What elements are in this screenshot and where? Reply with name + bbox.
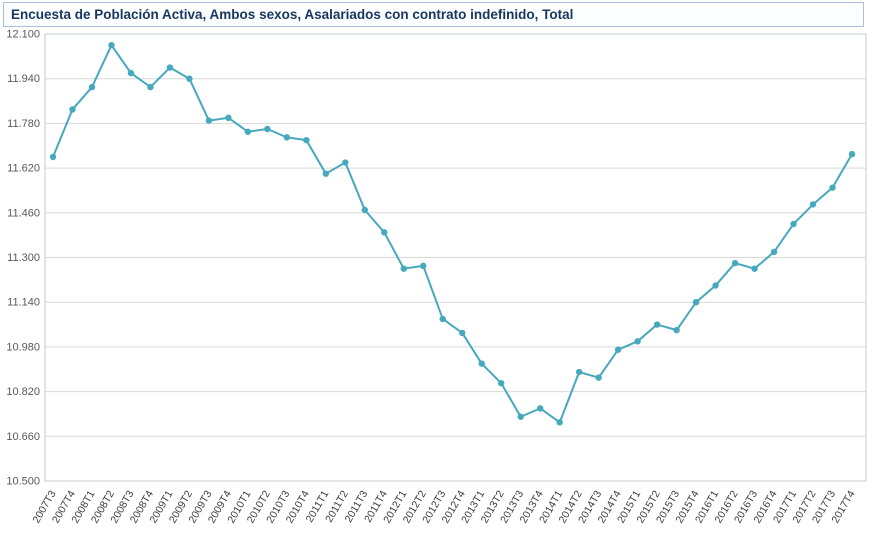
data-point-marker[interactable] xyxy=(400,265,407,272)
data-point-marker[interactable] xyxy=(556,419,563,426)
y-tick-label: 11.460 xyxy=(7,207,40,219)
data-point-marker[interactable] xyxy=(575,368,583,376)
data-point-marker[interactable] xyxy=(809,201,817,208)
data-point-marker[interactable] xyxy=(381,229,388,236)
data-point-marker[interactable] xyxy=(342,159,349,166)
y-tick-label: 10.660 xyxy=(6,431,40,443)
data-point-marker[interactable] xyxy=(108,41,115,49)
data-point-marker[interactable] xyxy=(49,153,57,161)
data-point-marker[interactable] xyxy=(848,150,856,158)
y-tick-label: 10.820 xyxy=(6,386,40,398)
series-line xyxy=(52,44,853,424)
y-tick-label: 11.620 xyxy=(7,163,40,175)
data-point-marker[interactable] xyxy=(264,125,271,133)
data-point-marker[interactable] xyxy=(770,248,778,256)
data-point-marker[interactable] xyxy=(322,170,330,177)
data-point-marker[interactable] xyxy=(731,259,739,267)
data-point-marker[interactable] xyxy=(303,136,310,144)
data-point-marker[interactable] xyxy=(634,338,641,345)
plot-border xyxy=(44,33,867,482)
data-point-marker[interactable] xyxy=(244,128,252,135)
data-point-marker[interactable] xyxy=(186,75,193,82)
y-tick-label: 10.500 xyxy=(6,476,40,488)
data-point-marker[interactable] xyxy=(283,134,291,141)
data-point-marker[interactable] xyxy=(69,106,76,113)
y-tick-label: 11.140 xyxy=(7,297,40,309)
data-point-marker[interactable] xyxy=(517,413,524,420)
data-point-marker[interactable] xyxy=(88,83,96,91)
y-tick-label: 11.940 xyxy=(7,73,40,85)
data-point-marker[interactable] xyxy=(147,83,154,91)
data-point-marker[interactable] xyxy=(790,220,797,228)
data-point-marker[interactable] xyxy=(692,299,700,306)
chart-title: Encuesta de Población Activa, Ambos sexo… xyxy=(11,7,574,22)
y-tick-label: 11.780 xyxy=(7,118,40,130)
data-point-marker[interactable] xyxy=(478,360,485,367)
data-point-marker[interactable] xyxy=(712,282,719,289)
data-point-marker[interactable] xyxy=(166,64,174,71)
data-point-marker[interactable] xyxy=(614,346,622,353)
y-tick-label: 11.300 xyxy=(7,252,40,264)
data-point-marker[interactable] xyxy=(225,114,232,122)
y-tick-label: 10.980 xyxy=(6,341,40,353)
data-point-marker[interactable] xyxy=(751,265,758,272)
chart-title-box: Encuesta de Población Activa, Ambos sexo… xyxy=(3,2,864,27)
data-point-marker[interactable] xyxy=(459,329,466,337)
data-point-marker[interactable] xyxy=(420,262,427,270)
data-point-marker[interactable] xyxy=(536,405,544,412)
y-tick-label: 12.100 xyxy=(6,29,40,41)
data-point-marker[interactable] xyxy=(439,315,446,323)
data-point-marker[interactable] xyxy=(829,184,836,191)
data-point-marker[interactable] xyxy=(127,69,135,77)
line-chart: 10.500 10.660 10.820 10.980 11.140 11.300 11.4… xyxy=(6,29,867,525)
data-point-marker[interactable] xyxy=(673,326,680,334)
data-point-marker[interactable] xyxy=(498,380,505,387)
data-point-marker[interactable] xyxy=(361,206,369,214)
data-point-marker[interactable] xyxy=(205,117,213,124)
data-point-marker[interactable] xyxy=(595,374,602,381)
data-point-marker[interactable] xyxy=(653,321,661,328)
